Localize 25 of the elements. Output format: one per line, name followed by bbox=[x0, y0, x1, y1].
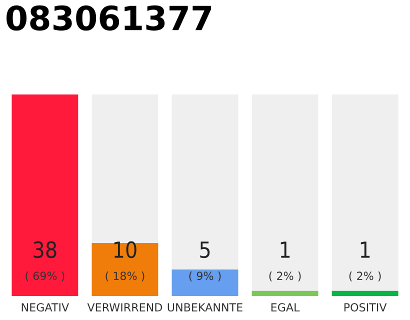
chart-title: 083061377 bbox=[6, 5, 212, 31]
data-label: 38 bbox=[34, 241, 56, 258]
annotation: ( 9% ) bbox=[189, 271, 221, 282]
bar bbox=[172, 269, 238, 296]
data-label: 1 bbox=[280, 242, 290, 258]
x-tick-label: VERWIRREND bbox=[87, 303, 162, 312]
annotation: ( 69% ) bbox=[26, 271, 64, 282]
annotation: ( 18% ) bbox=[106, 271, 144, 282]
bar bbox=[172, 94, 238, 270]
bar bbox=[92, 94, 158, 243]
x-tick-label: EGAL bbox=[271, 303, 300, 312]
x-tick-label: UNBEKANNTE bbox=[168, 303, 242, 312]
x-tick-label: NEGATIV bbox=[22, 303, 70, 312]
annotation: ( 2% ) bbox=[269, 271, 301, 282]
x-tick-label: POSITIV bbox=[344, 303, 387, 312]
bar bbox=[252, 290, 318, 296]
bar bbox=[332, 94, 398, 291]
data-label: 1 bbox=[360, 242, 370, 258]
bar bbox=[12, 94, 78, 296]
data-label: 5 bbox=[200, 242, 210, 258]
data-label: 10 bbox=[114, 241, 136, 258]
annotation: ( 2% ) bbox=[349, 271, 381, 282]
bar bbox=[92, 242, 158, 296]
bar bbox=[332, 290, 398, 296]
bar bbox=[252, 94, 318, 291]
